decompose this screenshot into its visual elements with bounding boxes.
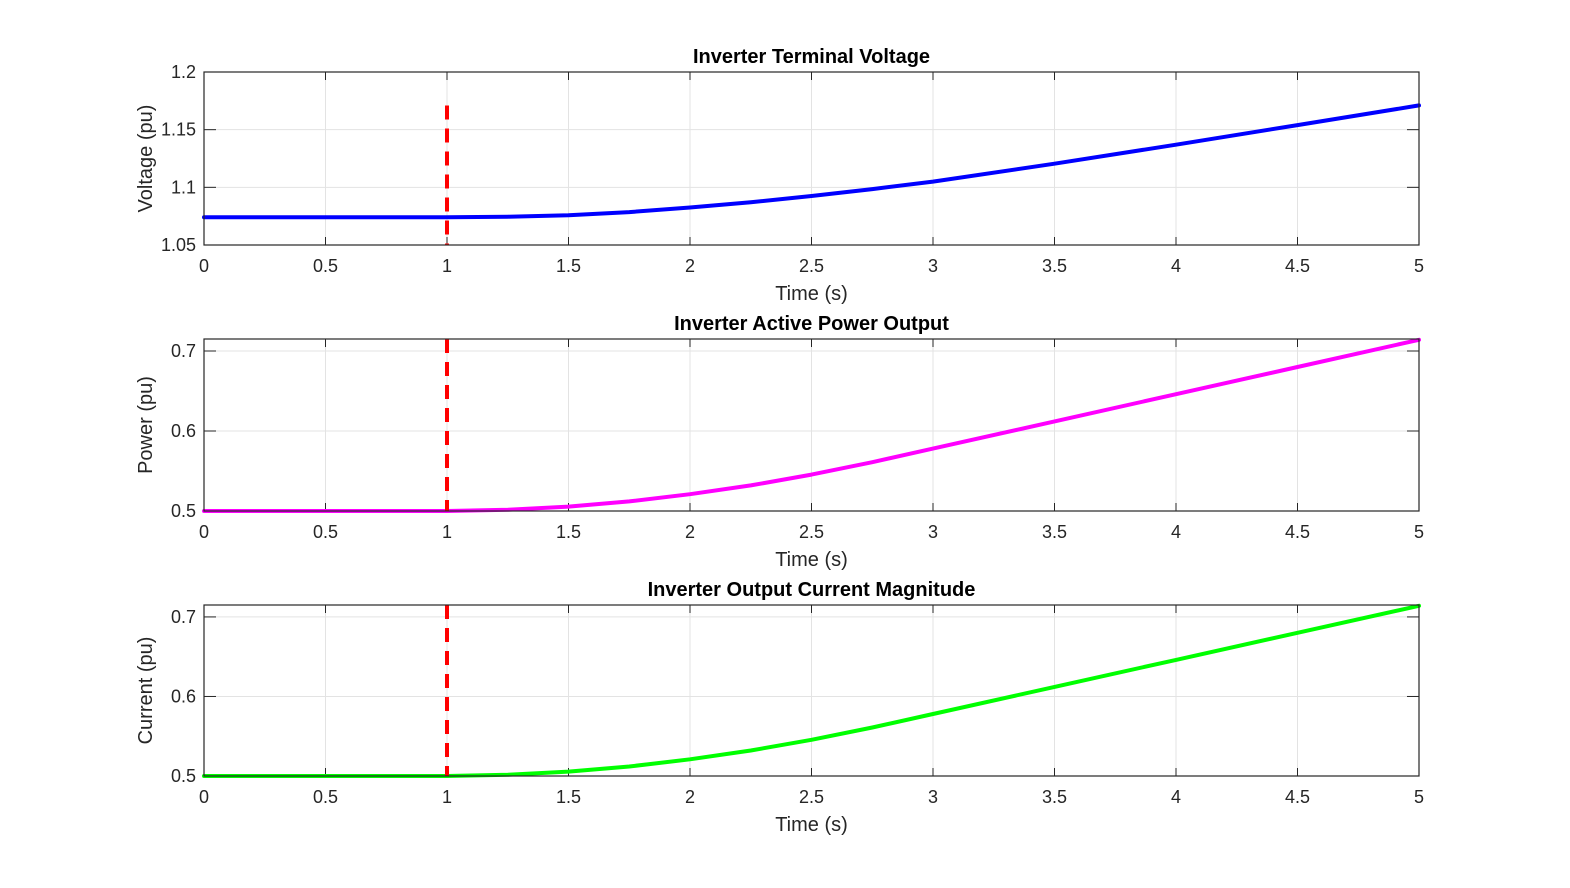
series-line-1 xyxy=(202,103,1421,220)
chart-title: Inverter Terminal Voltage xyxy=(693,46,930,68)
x-axis-label: Time (s) xyxy=(775,283,848,305)
x-tick-label: 1 xyxy=(442,787,452,807)
y-axis-label: Current (pu) xyxy=(135,637,157,745)
x-tick-label: 4 xyxy=(1171,787,1181,807)
x-tick-label: 2.5 xyxy=(799,256,824,276)
y-tick-label: 0.7 xyxy=(171,607,196,627)
x-tick-label: 1 xyxy=(442,522,452,542)
y-tick-label: 0.7 xyxy=(171,341,196,361)
x-tick-label: 1 xyxy=(442,256,452,276)
y-tick-label: 1.15 xyxy=(161,120,196,140)
subplot-1: 0 0.5 1 1.5 2 2.5 3 3.5 4 4.5 5 1.05 1.1 1.15 1.2 Inver… xyxy=(135,46,1424,305)
chart-title: Inverter Active Power Output xyxy=(674,313,949,335)
x-tick-label: 3 xyxy=(928,787,938,807)
x-tick-label: 2.5 xyxy=(799,787,824,807)
x-tick-label: 5 xyxy=(1414,522,1424,542)
y-axis-label: Voltage (pu) xyxy=(135,105,157,213)
x-tick-label: 4 xyxy=(1171,256,1181,276)
y-tick-label: 0.6 xyxy=(171,686,196,706)
x-tick-label: 4 xyxy=(1171,522,1181,542)
y-tick-label: 1.1 xyxy=(171,177,196,197)
x-tick-label: 1.5 xyxy=(556,522,581,542)
x-tick-label: 1.5 xyxy=(556,787,581,807)
x-tick-label: 0.5 xyxy=(313,256,338,276)
y-tick-label: 0.6 xyxy=(171,421,196,441)
x-tick-label: 0.5 xyxy=(313,787,338,807)
x-tick-label: 5 xyxy=(1414,787,1424,807)
axes-box xyxy=(203,71,1420,246)
x-tick-label: 0 xyxy=(199,787,209,807)
x-tick-label: 2.5 xyxy=(799,522,824,542)
x-tick-label: 2 xyxy=(685,787,695,807)
x-tick-label: 3.5 xyxy=(1042,787,1067,807)
x-tick-label: 2 xyxy=(685,256,695,276)
x-tick-label: 3 xyxy=(928,522,938,542)
chart-title: Inverter Output Current Magnitude xyxy=(648,579,976,601)
x-axis-label: Time (s) xyxy=(775,549,848,571)
y-tick-label: 0.5 xyxy=(171,501,196,521)
y-axis-label: Power (pu) xyxy=(135,376,157,474)
axes-box xyxy=(203,604,1420,777)
x-tick-label: 3 xyxy=(928,256,938,276)
x-tick-label: 4.5 xyxy=(1285,787,1310,807)
x-axis-label: Time (s) xyxy=(775,814,848,836)
axes-box xyxy=(203,338,1420,512)
y-tick-label: 1.2 xyxy=(171,62,196,82)
x-tick-label: 0 xyxy=(199,256,209,276)
x-tick-label: 4.5 xyxy=(1285,522,1310,542)
x-tick-label: 5 xyxy=(1414,256,1424,276)
y-tick-label: 0.5 xyxy=(171,766,196,786)
x-tick-label: 3.5 xyxy=(1042,256,1067,276)
x-tick-label: 4.5 xyxy=(1285,256,1310,276)
y-tick-label: 1.05 xyxy=(161,235,196,255)
x-tick-label: 3.5 xyxy=(1042,522,1067,542)
x-tick-label: 2 xyxy=(685,522,695,542)
x-tick-label: 0.5 xyxy=(313,522,338,542)
x-tick-label: 0 xyxy=(199,522,209,542)
x-tick-label: 1.5 xyxy=(556,256,581,276)
